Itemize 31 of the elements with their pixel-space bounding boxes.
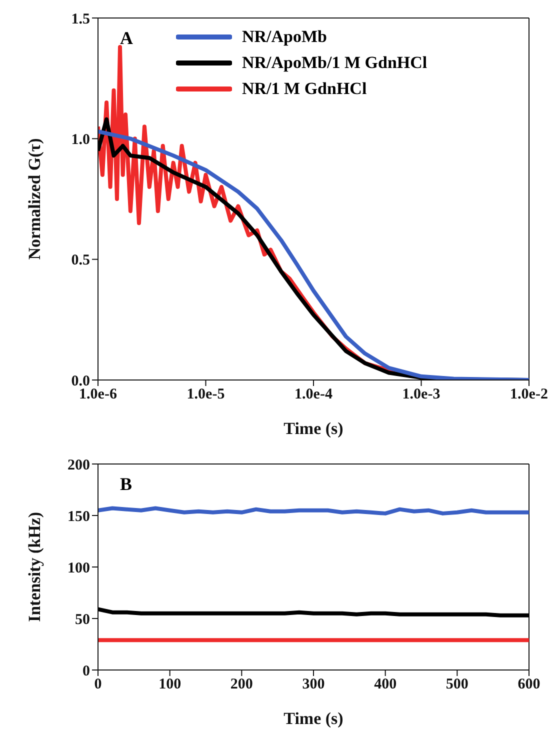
y-tick-label: 0	[82, 663, 90, 680]
x-tick-label: 600	[518, 676, 540, 693]
legend-label: NR/ApoMb	[242, 27, 328, 47]
x-axis-title: Time (s)	[284, 709, 344, 728]
x-tick-label: 1.0e-6	[79, 386, 118, 403]
y-tick-label: 1.0	[71, 132, 90, 148]
x-tick-label: 100	[158, 676, 182, 693]
line-series	[98, 607, 529, 618]
x-tick-label: 1.0e-5	[186, 386, 225, 403]
y-axis-title: Intensity (kHz)	[25, 512, 44, 622]
x-tick-label: 1.0e-3	[402, 386, 440, 403]
y-axis-title: Normalized G(τ)	[25, 138, 44, 260]
x-axis-title: Time (s)	[284, 419, 344, 438]
annotation: A	[120, 28, 133, 49]
legend-label: NR/1 M GdnHCl	[242, 79, 367, 99]
annotation: B	[120, 474, 132, 495]
x-tick-label: 500	[446, 676, 468, 693]
x-tick-label: 1.0e-4	[294, 386, 333, 403]
x-tick-label: 1.0e-2	[510, 386, 548, 403]
y-tick-label: 0.5	[71, 252, 90, 269]
y-tick-label: 50	[75, 612, 90, 628]
y-tick-label: 200	[68, 457, 90, 474]
y-tick-label: 0.0	[71, 373, 90, 390]
x-tick-label: 300	[302, 676, 325, 693]
y-tick-label: 1.5	[71, 11, 90, 28]
y-tick-label: 100	[68, 560, 90, 576]
x-tick-label: 400	[374, 676, 397, 693]
x-tick-label: 200	[230, 676, 253, 693]
legend-label: NR/ApoMb/1 M GdnHCl	[242, 53, 428, 73]
y-tick-label: 150	[68, 508, 90, 525]
x-tick-label: 0	[94, 676, 102, 693]
